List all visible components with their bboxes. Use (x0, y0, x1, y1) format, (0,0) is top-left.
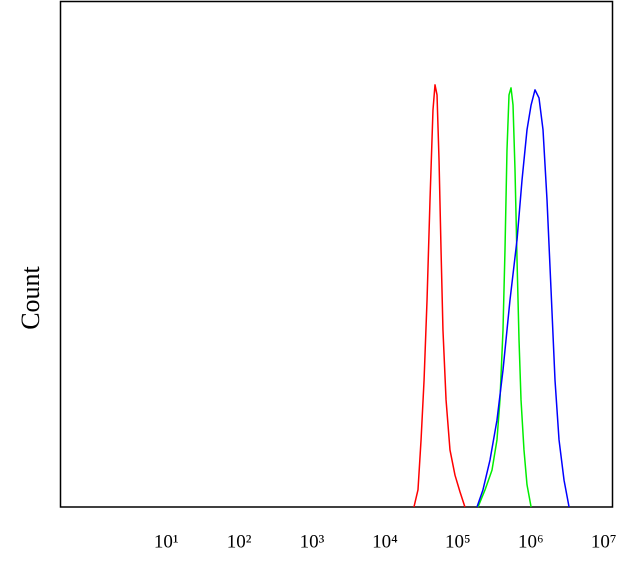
y-axis-label: Count (16, 265, 45, 329)
x-tick-label: 10⁵ (445, 531, 471, 552)
histogram-curve (413, 84, 466, 508)
x-tick-label: 10³ (300, 531, 325, 552)
x-tick-label: 10⁷ (591, 531, 617, 552)
histogram-curve (476, 89, 570, 508)
histogram-curve (477, 87, 532, 508)
plot-frame (59, 0, 614, 508)
x-tick-label: 10¹ (154, 531, 179, 552)
x-tick-label: 10² (227, 531, 252, 552)
x-tick-label: 10⁴ (372, 531, 398, 552)
x-tick-label: 10⁶ (518, 531, 544, 552)
